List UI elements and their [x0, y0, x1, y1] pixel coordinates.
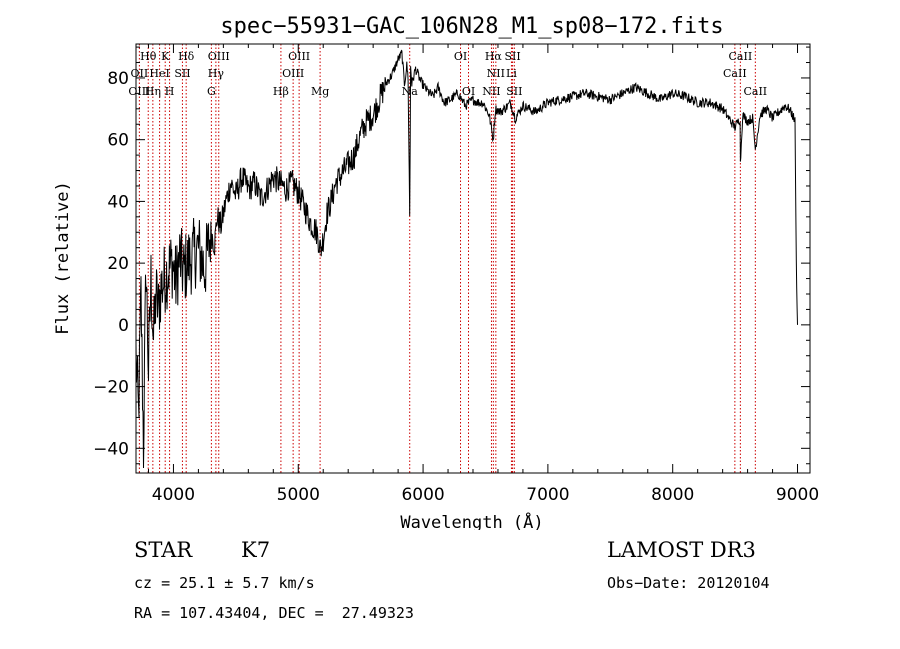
- line-label: OIII: [288, 50, 310, 63]
- line-label: Na: [402, 85, 419, 98]
- redshift-velocity: cz = 25.1 ± 5.7 km/s: [134, 574, 315, 592]
- y-tick-label: 20: [107, 254, 129, 274]
- line-label: H: [165, 85, 175, 98]
- survey-name: LAMOST DR3: [607, 538, 756, 562]
- chart-title: spec−55931−GAC_106N28_M1_sp08−172.fits: [220, 14, 723, 39]
- y-tick-label: 80: [107, 69, 129, 89]
- line-label: Li: [506, 67, 517, 80]
- x-tick-label: 7000: [526, 485, 569, 505]
- y-tick-label: 60: [107, 131, 129, 151]
- plot-frame: [135, 43, 811, 474]
- line-label: OIII: [282, 67, 304, 80]
- line-label: Hβ: [273, 85, 289, 98]
- x-tick-label: 8000: [651, 485, 694, 505]
- y-tick-label: −20: [93, 378, 129, 398]
- line-label: CaII: [743, 85, 767, 98]
- spectrum-series-line: [135, 49, 798, 469]
- line-label: NII: [482, 85, 500, 98]
- line-label: OI: [454, 50, 467, 63]
- x-axis-label: Wavelength (Å): [400, 511, 543, 530]
- line-label: SII: [506, 85, 522, 98]
- y-axis-label: Flux (relative): [53, 181, 73, 335]
- x-tick-label: 6000: [401, 485, 444, 505]
- line-label: OI: [462, 85, 475, 98]
- line-label: SII: [174, 67, 190, 80]
- y-tick-label: 40: [107, 192, 129, 212]
- line-label: Hγ: [208, 67, 225, 80]
- spectral-subclass: K7: [241, 538, 271, 562]
- x-tick-label: 9000: [776, 485, 819, 505]
- object-class: STAR: [134, 538, 193, 562]
- line-label: Hδ: [178, 50, 195, 63]
- observation-date: Obs−Date: 20120104: [607, 574, 770, 592]
- line-label: Hθ: [140, 50, 157, 63]
- line-label: SII: [504, 50, 520, 63]
- y-tick-label: −40: [93, 439, 129, 459]
- line-label: OII: [131, 67, 149, 80]
- x-tick-label: 4000: [152, 485, 195, 505]
- line-label: CaII: [729, 50, 753, 63]
- x-tick-label: 5000: [277, 485, 320, 505]
- line-label: HeI: [149, 67, 169, 80]
- y-tick-label: 0: [118, 316, 129, 336]
- line-label: NII: [487, 67, 505, 80]
- line-label: G: [207, 85, 216, 98]
- line-label: CaII: [723, 67, 747, 80]
- line-label: Mg: [311, 85, 329, 98]
- spectrum-chart: spec−55931−GAC_106N28_M1_sp08−172.fits H…: [53, 14, 819, 530]
- line-label: Hη: [145, 85, 161, 98]
- line-label: OIII: [208, 50, 230, 63]
- coordinates: RA = 107.43404, DEC = 27.49323: [134, 604, 414, 622]
- line-label: Hα: [485, 50, 503, 63]
- line-label: OIII: [128, 85, 150, 98]
- line-label: K: [161, 50, 170, 63]
